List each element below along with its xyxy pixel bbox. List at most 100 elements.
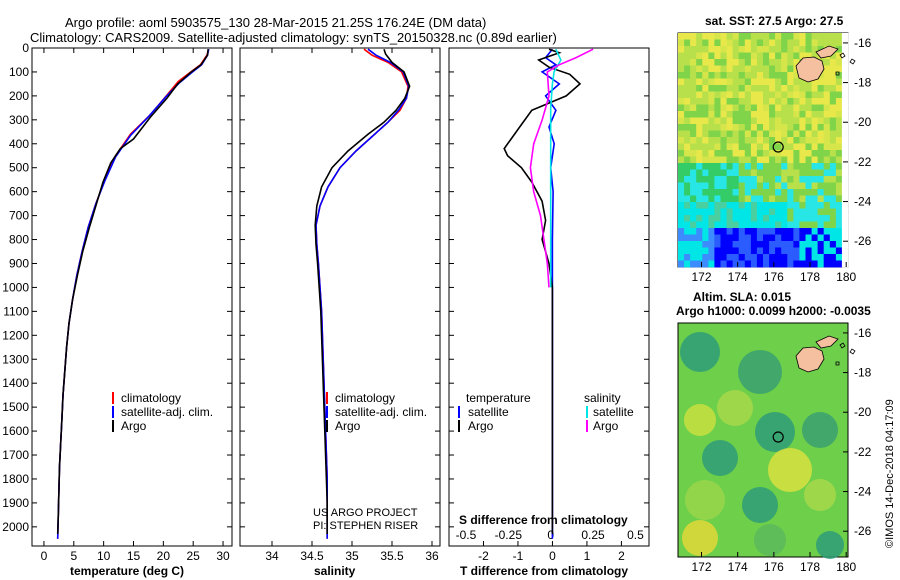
lat-tick-label: -24 <box>854 195 872 209</box>
legend-salinity-header: salinity <box>584 391 621 405</box>
sst-cell <box>738 72 746 79</box>
sst-cell <box>738 46 746 53</box>
sst-cell <box>750 150 758 157</box>
lat-tick-label: -22 <box>854 445 872 459</box>
sst-cell <box>744 72 752 79</box>
sst-cell <box>690 189 697 196</box>
legend-s-argo-label: Argo <box>593 419 619 433</box>
sst-cell <box>763 46 770 53</box>
sst-cell <box>829 208 837 216</box>
sst-cell <box>744 202 752 209</box>
sst-cell <box>726 91 734 99</box>
lon-tick-label: 178 <box>800 560 820 574</box>
sst-cell <box>841 176 849 183</box>
sst-cell <box>835 241 843 248</box>
sst-cell <box>714 33 721 40</box>
legend-satellite-swatch <box>112 406 114 418</box>
sst-cell <box>738 215 746 222</box>
sst-cell <box>756 156 764 164</box>
sst-cell <box>781 221 788 229</box>
sst-cell <box>732 104 740 112</box>
sst-cell <box>781 182 788 190</box>
sst-cell <box>738 150 746 157</box>
salinity-x-label: salinity <box>314 564 356 578</box>
sst-cell <box>835 39 843 47</box>
sst-cell <box>817 143 825 151</box>
sst-cell <box>744 91 752 99</box>
x-tick-label: 0 <box>549 549 556 563</box>
depth-tick-label: 2000 <box>2 520 29 534</box>
sla-map-axes: 172 174 176 178 180 -16 -18 -20 -22 -24 -26 <box>691 326 871 574</box>
sst-cell <box>763 208 770 216</box>
sst-cell <box>829 124 837 131</box>
sst-cell <box>823 130 831 138</box>
sst-cell <box>696 130 703 138</box>
depth-tick-label: 900 <box>9 256 29 270</box>
sst-cell <box>763 98 770 105</box>
sst-cell <box>811 254 819 261</box>
sst-cell <box>769 182 776 190</box>
sst-cell <box>835 111 843 118</box>
salinity-legend: climatology satellite-adj. clim. Argo <box>326 391 427 433</box>
sst-cell <box>769 124 776 131</box>
sst-cell <box>726 98 734 105</box>
sst-cell <box>708 208 715 216</box>
salinity-series <box>314 48 411 539</box>
sst-cell <box>805 260 812 268</box>
sst-cell <box>684 254 691 261</box>
sst-cell <box>750 156 758 164</box>
sst-cell <box>720 189 727 196</box>
sst-cell <box>763 137 770 144</box>
sla-map: Altim. SLA: 0.015 Argo h1000: 0.0099 h20… <box>676 290 872 574</box>
sst-cell <box>738 254 746 261</box>
sst-cell <box>823 176 831 183</box>
sst-cell <box>726 130 734 138</box>
sst-cell <box>799 169 806 177</box>
sst-cell <box>678 111 685 118</box>
sst-cell <box>805 124 812 131</box>
sst-cell <box>787 189 794 196</box>
sst-map: sat. SST: 27.5 Argo: 27.5 172 174 176 178 18… <box>677 14 872 284</box>
t-difference-label: T difference from climatology <box>460 564 628 578</box>
sst-cell <box>714 39 721 47</box>
sst-cell <box>775 234 782 242</box>
sst-cell <box>690 143 697 151</box>
sst-cell <box>781 39 788 47</box>
sst-cell <box>726 39 734 47</box>
sst-cell <box>781 228 788 235</box>
sst-cell <box>678 150 685 157</box>
sst-cell <box>817 260 825 268</box>
sst-cell <box>696 104 703 112</box>
lat-tick-label: -16 <box>854 326 872 340</box>
sst-cell <box>763 156 770 164</box>
sst-cell <box>799 85 806 92</box>
sst-cell <box>714 208 721 216</box>
sst-cell <box>678 65 685 73</box>
sst-cell <box>787 111 794 118</box>
sst-cell <box>763 247 770 255</box>
sst-cell <box>690 156 697 164</box>
sst-cell <box>750 234 758 242</box>
sst-cell <box>763 182 770 190</box>
sst-cell <box>702 241 709 248</box>
sst-cell <box>817 202 825 209</box>
sst-cell <box>738 124 746 131</box>
sst-cell <box>799 241 806 248</box>
s-tick-label: 0.25 <box>581 528 605 542</box>
sst-cell <box>750 91 758 99</box>
sst-cell <box>702 137 709 144</box>
sst-cell <box>738 234 746 242</box>
sst-cell <box>720 39 727 47</box>
sst-cell <box>702 117 709 125</box>
sst-cell <box>744 111 752 118</box>
sst-cell <box>763 202 770 209</box>
sst-cell <box>678 85 685 92</box>
temperature-series <box>56 48 210 539</box>
sst-cell <box>793 202 800 209</box>
sst-cell <box>732 221 740 229</box>
sst-cell <box>720 202 727 209</box>
x-tick-label: 0 <box>41 549 48 563</box>
sst-cell <box>678 176 685 183</box>
sst-cell <box>781 111 788 118</box>
sst-cell <box>769 59 776 66</box>
